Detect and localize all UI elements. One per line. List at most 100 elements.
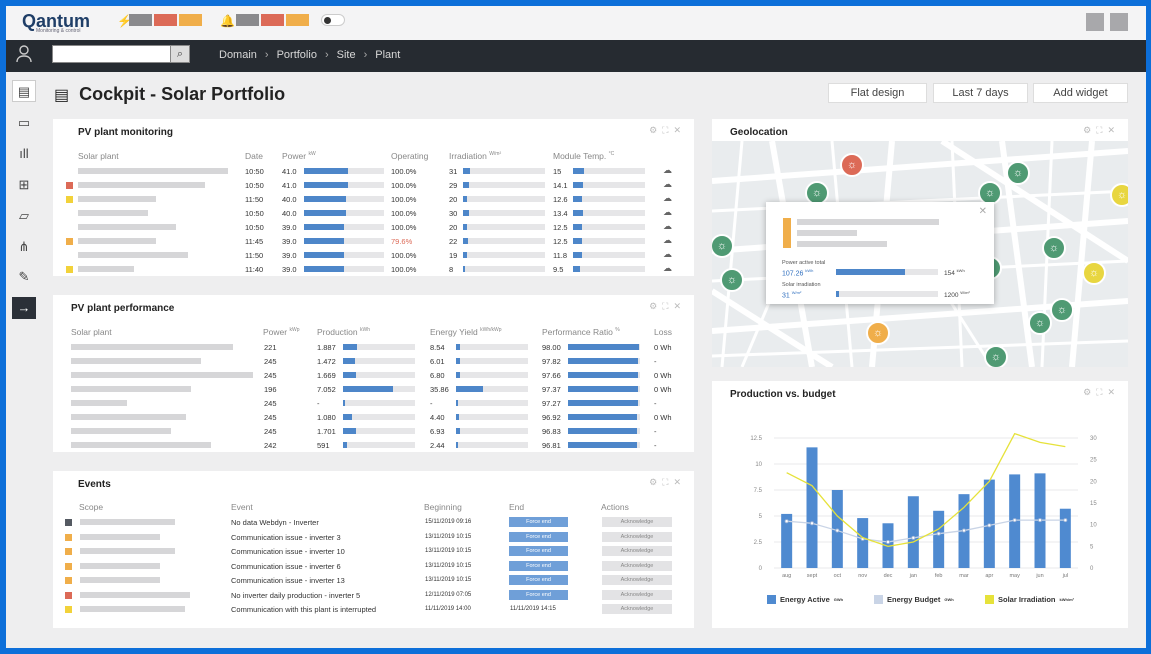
- search-input[interactable]: [52, 45, 189, 63]
- legend-energy-active[interactable]: Energy Active GWh: [767, 595, 843, 604]
- panel-controls-icon[interactable]: ⚙⛶✕: [1083, 125, 1120, 135]
- force-end-button[interactable]: Force end: [509, 560, 568, 571]
- acknowledge-button[interactable]: Acknowledge: [602, 546, 672, 556]
- breadcrumb-portfolio[interactable]: Portfolio: [276, 49, 317, 61]
- date-range-button[interactable]: Last 7 days: [933, 83, 1028, 103]
- plant-name-placeholder[interactable]: [71, 344, 233, 350]
- plant-name-placeholder[interactable]: [78, 238, 156, 244]
- solar-plant-pin-icon[interactable]: ☼: [1050, 298, 1074, 322]
- alert-swatch-red[interactable]: [154, 14, 177, 26]
- search-icon[interactable]: ⌕: [170, 45, 190, 63]
- panel-controls-icon[interactable]: ⚙⛶✕: [649, 477, 686, 487]
- plant-name-placeholder[interactable]: [71, 414, 186, 420]
- flat-design-button[interactable]: Flat design: [828, 83, 927, 103]
- force-end-button[interactable]: Force end: [509, 546, 568, 556]
- folder-icon[interactable]: ▱: [19, 208, 29, 223]
- lightning-icon[interactable]: ⚡: [117, 14, 132, 28]
- acknowledge-button[interactable]: Acknowledge: [602, 589, 672, 600]
- acknowledge-button[interactable]: Acknowledge: [602, 517, 672, 527]
- plant-name-placeholder[interactable]: [71, 358, 201, 364]
- force-end-button[interactable]: Force end: [509, 575, 568, 585]
- analytics-icon[interactable]: ıll: [19, 146, 29, 161]
- scope-placeholder[interactable]: [80, 533, 160, 540]
- solar-plant-pin-icon[interactable]: ☼: [712, 234, 734, 258]
- panel-controls-icon[interactable]: ⚙⛶✕: [649, 125, 686, 135]
- force-end-button[interactable]: Force end: [509, 589, 568, 600]
- battery-icon[interactable]: ⊞: [18, 177, 30, 192]
- panel-controls-icon[interactable]: ⚙⛶✕: [649, 301, 686, 311]
- monitor-icon[interactable]: ▭: [17, 115, 31, 130]
- yield-bar-fill: [456, 442, 459, 448]
- wrench-icon[interactable]: ✎: [18, 269, 30, 284]
- x-tick-label: aug: [782, 573, 791, 579]
- add-widget-button[interactable]: Add widget: [1033, 83, 1128, 103]
- plant-name-placeholder[interactable]: [78, 266, 134, 272]
- solar-plant-pin-icon[interactable]: ☼: [1006, 161, 1030, 185]
- expand-arrow-icon[interactable]: →: [12, 297, 36, 319]
- scope-placeholder[interactable]: [80, 606, 185, 612]
- user-icon[interactable]: [16, 45, 32, 68]
- bell-icon[interactable]: 🔔: [220, 14, 235, 28]
- solar-plant-pin-icon[interactable]: ☼: [1082, 261, 1106, 285]
- plant-name-placeholder[interactable]: [78, 252, 188, 258]
- scope-placeholder[interactable]: [80, 548, 175, 554]
- panel-controls-icon[interactable]: ⚙⛶✕: [1083, 387, 1120, 397]
- plant-name-placeholder[interactable]: [78, 182, 205, 188]
- notify-swatch-orange[interactable]: [286, 14, 309, 26]
- plant-name-placeholder[interactable]: [71, 442, 211, 448]
- plant-name-placeholder[interactable]: [78, 210, 148, 216]
- breadcrumb-plant[interactable]: Plant: [375, 49, 401, 61]
- scope-placeholder[interactable]: [80, 577, 160, 583]
- solar-plant-pin-icon[interactable]: ☼: [866, 321, 890, 345]
- operating-cell: 79.6%: [391, 237, 413, 246]
- plant-name-placeholder[interactable]: [71, 372, 253, 378]
- breadcrumb-domain[interactable]: Domain: [219, 49, 257, 61]
- close-icon[interactable]: ✕: [978, 206, 987, 217]
- alert-swatch-orange[interactable]: [179, 14, 202, 26]
- notify-swatch-grey[interactable]: [236, 14, 259, 26]
- plant-name-placeholder[interactable]: [71, 386, 191, 392]
- panel-title: Geolocation: [730, 127, 788, 138]
- acknowledge-button[interactable]: Acknowledge: [602, 604, 672, 614]
- legend-solar-irradiation[interactable]: Solar Irradiation kWh/m²: [985, 595, 1074, 604]
- acknowledge-button[interactable]: Acknowledge: [602, 575, 672, 585]
- irradiation-bar-fill: [463, 224, 468, 230]
- force-end-button[interactable]: Force end: [509, 517, 568, 527]
- window-button-1[interactable]: [1086, 13, 1104, 31]
- y2-tick-label: 0: [1090, 566, 1094, 572]
- map[interactable]: ☼☼☼☼☼☼☼☼☼☼☼☼☼☼ ✕ Power active total 107.…: [712, 141, 1128, 367]
- production-cell: 1.080: [317, 413, 336, 422]
- solar-plant-pin-icon[interactable]: ☼: [978, 181, 1002, 205]
- acknowledge-button[interactable]: Acknowledge: [602, 531, 672, 542]
- alert-swatch-grey[interactable]: [129, 14, 152, 26]
- plant-name-placeholder[interactable]: [78, 224, 176, 230]
- plant-name-placeholder[interactable]: [78, 168, 228, 174]
- scope-placeholder[interactable]: [80, 591, 190, 598]
- scope-placeholder[interactable]: [80, 562, 160, 569]
- power-cell: 245: [264, 371, 277, 380]
- network-icon[interactable]: ⋔: [18, 239, 30, 254]
- dashboard-icon[interactable]: ▤: [12, 80, 36, 102]
- scope-placeholder[interactable]: [80, 519, 175, 525]
- temp-bar-fill: [573, 210, 584, 216]
- col-plant: Solar plant: [78, 151, 119, 161]
- force-end-button[interactable]: Force end: [509, 531, 568, 542]
- plant-name-placeholder[interactable]: [71, 400, 127, 406]
- window-button-2[interactable]: [1110, 13, 1128, 31]
- plant-name-placeholder[interactable]: [78, 196, 156, 202]
- solar-plant-pin-icon[interactable]: ☼: [840, 153, 864, 177]
- solar-plant-pin-icon[interactable]: ☼: [1042, 236, 1066, 260]
- theme-toggle[interactable]: [321, 14, 345, 26]
- plant-name-placeholder[interactable]: [71, 428, 171, 434]
- breadcrumb-site[interactable]: Site: [336, 49, 356, 61]
- solar-plant-pin-icon[interactable]: ☼: [1028, 311, 1052, 335]
- acknowledge-button[interactable]: Acknowledge: [602, 560, 672, 571]
- legend-energy-budget[interactable]: Energy Budget GWh: [874, 595, 954, 604]
- solar-plant-pin-icon[interactable]: ☼: [1110, 183, 1128, 207]
- notify-swatch-red[interactable]: [261, 14, 284, 26]
- solar-plant-pin-icon[interactable]: ☼: [984, 345, 1008, 367]
- budget-line-point: [911, 535, 916, 540]
- power-bar-fill: [304, 224, 344, 230]
- event-status-indicator: [65, 591, 72, 599]
- solar-plant-pin-icon[interactable]: ☼: [720, 268, 744, 292]
